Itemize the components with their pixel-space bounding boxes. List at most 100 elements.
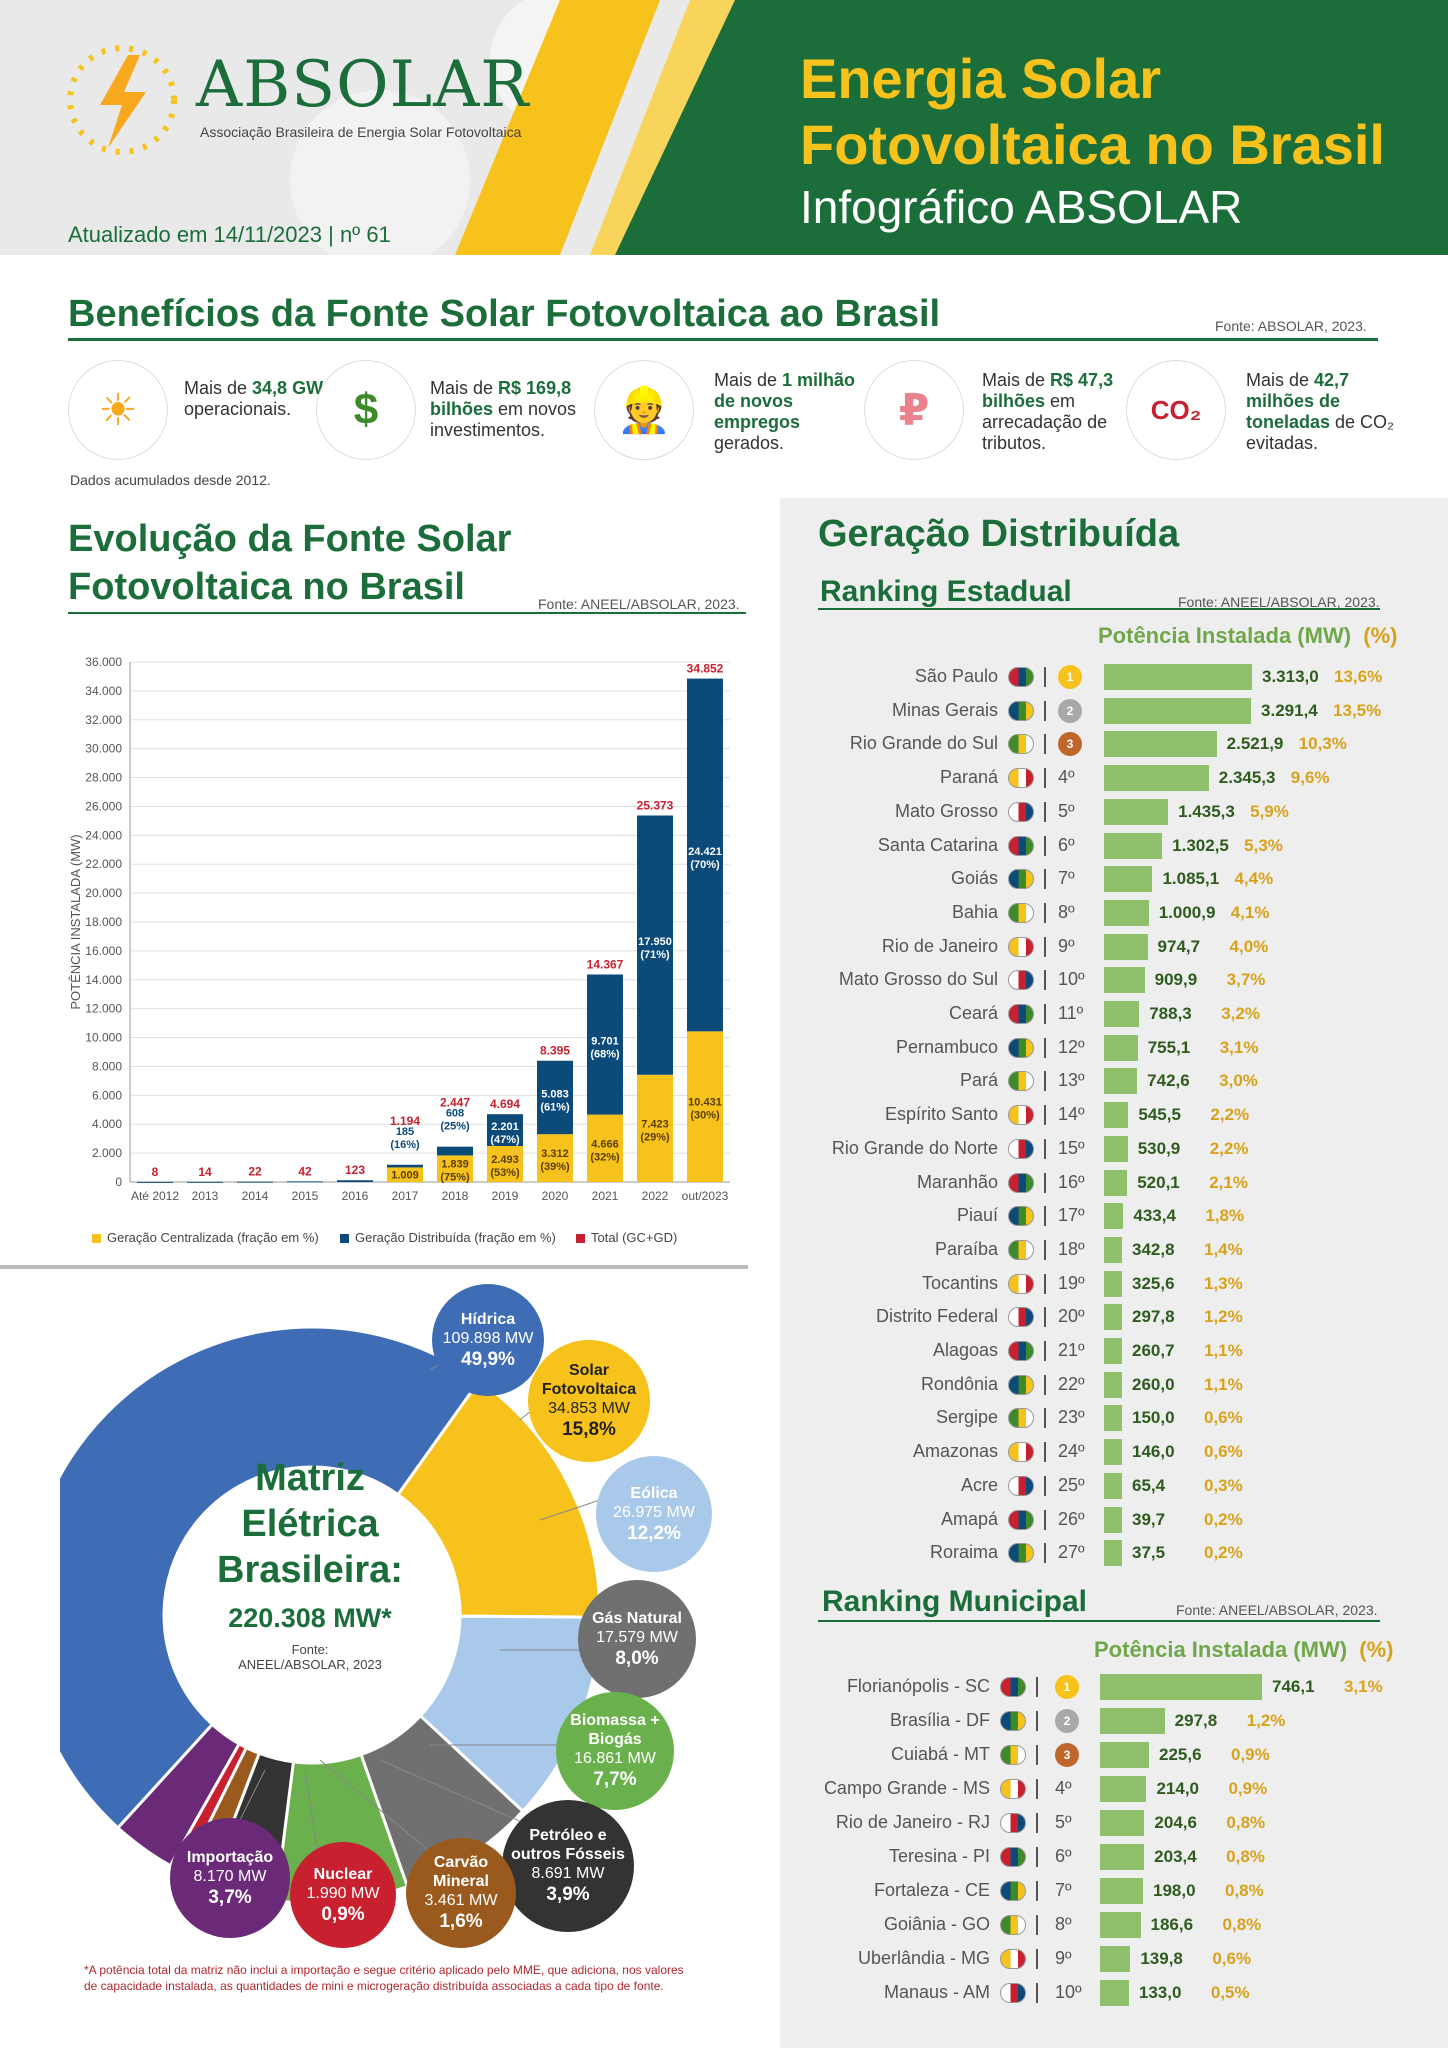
benefits-rule xyxy=(68,338,1378,341)
ranking-separator xyxy=(1044,902,1046,923)
ranking-value: 198,0 xyxy=(1152,1881,1196,1900)
bubble-pct: 12,2% xyxy=(627,1522,681,1544)
flag-icon xyxy=(1008,902,1034,923)
page-subtitle: Infográfico ABSOLAR xyxy=(800,181,1243,233)
ranking-position: 4º xyxy=(1055,1778,1072,1798)
ranking-name: Roraima xyxy=(929,1542,998,1563)
benefit-text: Mais de 34,8 GW operacionais. xyxy=(184,378,334,420)
ranking-bar xyxy=(1104,731,1217,758)
donut-hole xyxy=(164,1467,460,1763)
ranking-separator xyxy=(1036,1983,1038,2003)
worker-icon: 👷 xyxy=(594,360,694,460)
legend-gc-label: Geração Centralizada (fração em %) xyxy=(107,1230,319,1245)
sun-logo-icon xyxy=(67,45,177,155)
ranking-separator xyxy=(1036,1677,1038,1697)
ranking-separator xyxy=(1036,1847,1038,1867)
ranking-pct: 4,0% xyxy=(1229,936,1269,956)
ranking-bar xyxy=(1104,1439,1122,1466)
gd-label: 608 xyxy=(446,1108,464,1120)
bar-gc xyxy=(537,1134,573,1182)
bubble-pct: 0,9% xyxy=(321,1903,365,1925)
section-divider xyxy=(0,1265,748,1269)
ranking-separator xyxy=(1044,1004,1046,1024)
bar-gd xyxy=(387,1164,423,1168)
total-label: 14.367 xyxy=(587,957,624,971)
evolution-title-line2: Fotovoltaica no Brasil xyxy=(68,566,465,608)
ranking-name: Rondônia xyxy=(920,1373,998,1394)
y-tick-label: 10.000 xyxy=(85,1031,122,1045)
flag-icon xyxy=(1008,1543,1034,1564)
bubble-pct: 8,0% xyxy=(615,1647,659,1669)
ranking-pct: 5,3% xyxy=(1244,835,1283,855)
gc-label: 4.666 xyxy=(591,1138,619,1150)
flag-icon xyxy=(1000,1847,1026,1867)
ranking-value: 2.345,3 xyxy=(1218,768,1276,788)
ranking-bar xyxy=(1104,1338,1122,1364)
ranking-position: 6º xyxy=(1055,1846,1072,1866)
y-tick-label: 28.000 xyxy=(85,771,122,785)
ranking-name: Bahia xyxy=(951,901,998,922)
ranking-pct: 0,6% xyxy=(1204,1408,1243,1428)
page-title-line2: Fotovoltaica no Brasil xyxy=(800,113,1385,176)
ranking-pct: 1,8% xyxy=(1205,1206,1245,1226)
ranking-position: 15º xyxy=(1058,1137,1085,1158)
total-label: 4.694 xyxy=(490,1097,520,1111)
bubble-name: Eólica xyxy=(630,1484,678,1502)
ranking-pct: 3,2% xyxy=(1221,1004,1260,1023)
ranking-pct: 0,9% xyxy=(1228,1779,1268,1798)
ranking-pct: 1,1% xyxy=(1204,1341,1243,1360)
ranking-bar xyxy=(1100,1980,1129,2006)
ranking-separator xyxy=(1044,1509,1046,1530)
gd-label: 24.421 xyxy=(688,846,722,858)
bubble-pct: 3,7% xyxy=(208,1886,252,1908)
ranking-bar xyxy=(1104,1270,1122,1297)
ranking-bar xyxy=(1100,1844,1145,1870)
gd-label: (16%) xyxy=(390,1139,420,1151)
ranking-position: 19º xyxy=(1058,1272,1085,1293)
bar-gd xyxy=(287,1181,323,1183)
bubble-value: 8.170 MW xyxy=(193,1867,267,1885)
solar-panel-icon: ☀ xyxy=(68,360,168,460)
bar-gd xyxy=(537,1060,573,1135)
total-label: 14 xyxy=(198,1165,212,1179)
flag-icon xyxy=(1000,1915,1026,1935)
piggy-bank-icon: ₽ xyxy=(864,360,964,460)
ranking-value: 545,5 xyxy=(1138,1105,1181,1125)
ranking-name: Brasília - DF xyxy=(889,1710,990,1730)
state-col-header-pct: (%) xyxy=(1363,623,1398,648)
benefit-highlight: R$ 169,8 bilhões xyxy=(430,378,572,419)
ranking-value: 520,1 xyxy=(1137,1172,1180,1192)
matrix-bubble: Biomassa + Biogás 16.861 MW 7,7% xyxy=(556,1692,674,1810)
benefit-highlight: 42,7 milhões de toneladas xyxy=(1246,370,1350,432)
ranking-pct: 1,1% xyxy=(1204,1374,1243,1394)
y-tick-label: 20.000 xyxy=(85,886,122,900)
ranking-bar xyxy=(1104,1034,1138,1061)
ranking-bar xyxy=(1104,1304,1122,1331)
ranking-name: Sergipe xyxy=(935,1407,998,1428)
y-tick-label: 18.000 xyxy=(85,915,122,929)
ranking-name: Distrito Federal xyxy=(875,1306,998,1327)
gc-label: 2.493 xyxy=(491,1154,519,1166)
ranking-value: 204,6 xyxy=(1154,1813,1197,1832)
bubble-pct: 7,7% xyxy=(593,1769,637,1790)
ranking-bar xyxy=(1104,899,1149,926)
ranking-position: 14º xyxy=(1058,1104,1085,1125)
flag-icon xyxy=(1000,1881,1026,1901)
benefit-post: em arrecadação de tributos. xyxy=(982,391,1108,453)
x-tick-label: 2020 xyxy=(542,1189,569,1203)
ranking-pct: 4,4% xyxy=(1234,869,1274,889)
gd-label: (61%) xyxy=(540,1101,570,1113)
ranking-name: Florianópolis - SC xyxy=(846,1676,990,1696)
gc-label: 1.839 xyxy=(441,1159,469,1171)
ranking-value: 65,4 xyxy=(1132,1475,1166,1495)
ranking-bar xyxy=(1104,1236,1122,1263)
bar-gd xyxy=(437,1146,473,1156)
muni-ranking-rule xyxy=(818,1620,1380,1622)
ranking-bar xyxy=(1104,664,1252,690)
ranking-separator xyxy=(1044,1071,1046,1092)
flag-icon xyxy=(1008,835,1034,856)
benefit-text: Mais de R$ 169,8 bilhões em novos invest… xyxy=(430,378,580,441)
ranking-name: Acre xyxy=(960,1474,998,1495)
y-tick-label: 12.000 xyxy=(85,1002,122,1016)
ranking-value: 3.313,0 xyxy=(1262,667,1319,686)
